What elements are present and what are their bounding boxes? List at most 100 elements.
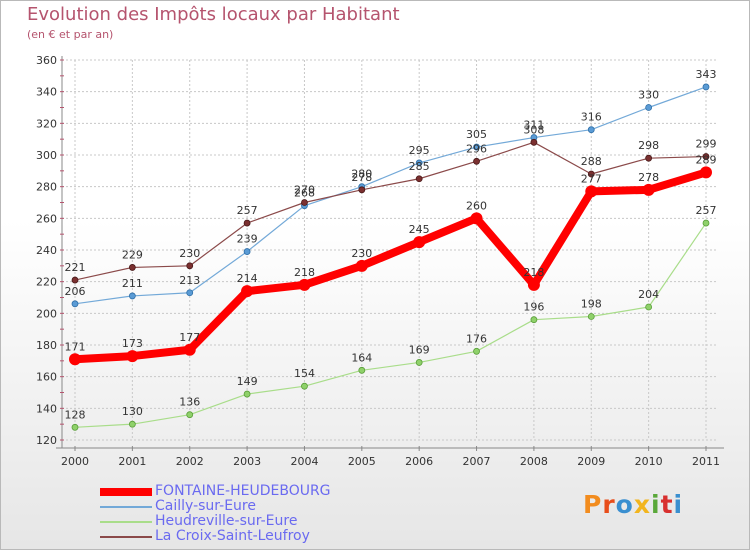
data-label-fontaine: 218 [294, 266, 315, 279]
data-point-cailly [587, 126, 595, 134]
y-tick-label: 140 [36, 402, 57, 415]
data-point-lacroix [243, 219, 251, 227]
x-tick-label: 2006 [405, 455, 433, 468]
data-label-fontaine: 230 [351, 247, 372, 260]
series-line-cailly [74, 86, 707, 305]
data-label-lacroix: 285 [409, 160, 430, 173]
legend-label-lacroix: La Croix-Saint-Leufroy [155, 528, 310, 544]
x-tick-label: 2007 [463, 455, 491, 468]
data-point-lacroix [587, 170, 595, 178]
data-label-lacroix: 270 [294, 184, 315, 197]
data-label-heudreville: 196 [523, 301, 544, 314]
series-cailly [71, 83, 710, 308]
data-point-cailly [128, 292, 136, 300]
data-point-heudreville [71, 423, 79, 431]
y-tick-label: 240 [36, 244, 57, 257]
data-label-heudreville: 169 [409, 343, 430, 356]
x-tick-label: 2009 [577, 455, 605, 468]
x-tick-label: 2000 [61, 455, 89, 468]
data-point-fontaine [69, 353, 81, 366]
data-point-lacroix [128, 264, 136, 271]
data-point-lacroix [702, 153, 710, 160]
data-point-cailly [645, 104, 653, 111]
data-label-lacroix: 229 [122, 248, 143, 261]
logo-letter: t [660, 490, 674, 519]
data-point-fontaine [183, 343, 196, 356]
series-line-heudreville [74, 222, 707, 428]
data-point-fontaine [126, 350, 139, 363]
logo-letter: r [602, 490, 616, 519]
data-point-heudreville [415, 359, 423, 366]
data-point-heudreville [358, 366, 366, 374]
x-tick-label: 2002 [176, 455, 204, 468]
series-heudreville [71, 219, 710, 431]
data-label-lacroix: 299 [696, 138, 717, 151]
grid [62, 59, 718, 441]
data-label-heudreville: 130 [122, 405, 143, 418]
data-point-lacroix [186, 262, 194, 270]
data-point-lacroix [301, 199, 308, 206]
legend-swatch-heudreville [100, 521, 152, 523]
data-label-fontaine: 278 [638, 171, 659, 184]
data-point-lacroix [530, 138, 538, 146]
chart-subtitle: (en € et par an) [27, 28, 114, 41]
data-label-heudreville: 257 [696, 204, 717, 217]
data-point-cailly [243, 248, 251, 255]
data-label-cailly: 330 [638, 89, 659, 102]
data-point-cailly [415, 159, 423, 167]
legend-swatch-fontaine [100, 488, 152, 496]
data-label-cailly: 211 [122, 277, 143, 290]
legend-label-heudreville: Heudreville-sur-Eure [155, 513, 298, 529]
data-label-cailly: 239 [237, 233, 258, 246]
legend-label-fontaine: FONTAINE-HEUDEBOURG [155, 483, 331, 499]
proxiti-logo: Proxiti [583, 490, 683, 519]
data-point-fontaine [642, 183, 655, 196]
data-point-fontaine [470, 212, 483, 225]
data-point-fontaine [298, 278, 311, 291]
data-label-heudreville: 176 [466, 332, 487, 345]
data-label-fontaine: 245 [409, 223, 430, 236]
data-point-cailly [186, 289, 194, 297]
y-tick-label: 340 [36, 86, 57, 99]
data-label-lacroix: 308 [523, 123, 544, 136]
data-label-fontaine: 289 [696, 153, 717, 166]
data-label-cailly: 305 [466, 128, 487, 141]
data-label-cailly: 295 [409, 144, 430, 157]
data-point-heudreville [645, 303, 653, 311]
y-tick-label: 280 [36, 181, 57, 194]
series-line-fontaine [74, 168, 708, 364]
data-label-cailly: 316 [581, 111, 602, 124]
data-label-fontaine: 171 [65, 340, 86, 353]
logo-letter: o [615, 490, 634, 519]
y-tick-label: 260 [36, 212, 57, 225]
data-label-cailly: 213 [179, 274, 200, 287]
x-tick-label: 2005 [348, 455, 376, 468]
logo-letter: P [583, 490, 603, 519]
data-point-fontaine [413, 236, 426, 249]
data-label-fontaine: 218 [523, 266, 544, 279]
y-tick-label: 300 [36, 149, 57, 162]
data-point-lacroix [358, 186, 366, 194]
data-label-cailly: 268 [294, 187, 315, 200]
x-tick-label: 2004 [290, 455, 318, 468]
data-point-fontaine [700, 166, 712, 179]
data-point-heudreville [243, 390, 251, 398]
data-point-heudreville [186, 411, 194, 419]
data-label-fontaine: 173 [122, 337, 143, 350]
data-label-lacroix: 296 [466, 142, 487, 155]
x-tick-label: 2010 [635, 455, 663, 468]
data-point-lacroix [415, 175, 423, 183]
data-label-lacroix: 298 [638, 139, 659, 152]
data-point-lacroix [645, 154, 653, 162]
data-label-heudreville: 198 [581, 298, 602, 311]
data-point-cailly [71, 300, 79, 308]
data-label-lacroix: 230 [179, 247, 200, 260]
data-label-heudreville: 204 [638, 288, 659, 301]
data-label-heudreville: 154 [294, 367, 315, 380]
data-point-fontaine [585, 185, 598, 198]
data-label-heudreville: 136 [179, 396, 200, 409]
series-fontaine [69, 166, 712, 366]
data-point-heudreville [128, 420, 136, 428]
series-line-lacroix [74, 141, 707, 281]
